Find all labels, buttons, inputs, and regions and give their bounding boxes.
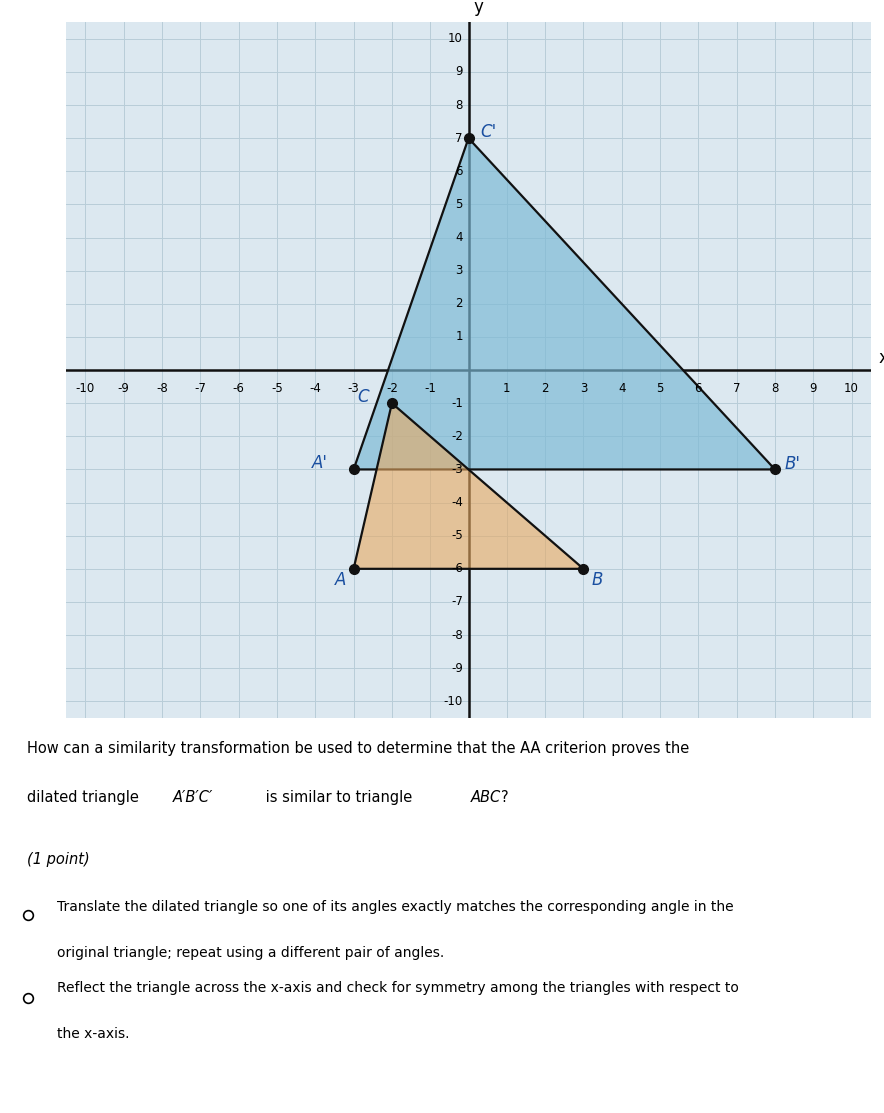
Text: original triangle; repeat using a different pair of angles.: original triangle; repeat using a differ…: [57, 946, 445, 961]
Text: 5: 5: [656, 382, 664, 395]
Text: -6: -6: [451, 562, 463, 575]
Text: -2: -2: [451, 430, 463, 443]
Text: 6: 6: [695, 382, 702, 395]
Polygon shape: [354, 403, 583, 569]
Text: -9: -9: [451, 662, 463, 674]
Text: Reflect the triangle across the x-axis and check for symmetry among the triangle: Reflect the triangle across the x-axis a…: [57, 981, 739, 995]
Text: 3: 3: [580, 382, 587, 395]
Text: -3: -3: [451, 463, 463, 476]
Text: 7: 7: [733, 382, 741, 395]
Text: -7: -7: [451, 595, 463, 609]
Text: -6: -6: [232, 382, 245, 395]
Text: -1: -1: [424, 382, 436, 395]
Text: C': C': [480, 122, 496, 140]
Text: 7: 7: [455, 131, 463, 145]
Text: -8: -8: [451, 629, 463, 641]
Text: 5: 5: [455, 198, 463, 211]
Text: A': A': [311, 454, 327, 472]
Text: 1: 1: [503, 382, 511, 395]
Text: 4: 4: [618, 382, 626, 395]
Text: Translate the dilated triangle so one of its angles exactly matches the correspo: Translate the dilated triangle so one of…: [57, 900, 734, 914]
Text: -9: -9: [118, 382, 130, 395]
Text: C: C: [357, 387, 369, 405]
Text: 2: 2: [455, 297, 463, 311]
Text: How can a similarity transformation be used to determine that the AA criterion p: How can a similarity transformation be u…: [27, 740, 689, 756]
Text: A′B′C′: A′B′C′: [172, 790, 213, 806]
Text: 8: 8: [771, 382, 779, 395]
Text: 10: 10: [448, 32, 463, 46]
Text: is similar to triangle: is similar to triangle: [261, 790, 416, 806]
Text: -4: -4: [451, 496, 463, 509]
Text: A: A: [334, 571, 346, 590]
Text: 2: 2: [541, 382, 549, 395]
Text: -7: -7: [194, 382, 206, 395]
Text: -4: -4: [309, 382, 321, 395]
Text: -10: -10: [76, 382, 95, 395]
Text: B: B: [591, 571, 603, 590]
Text: 1: 1: [455, 331, 463, 344]
Text: x: x: [879, 349, 884, 367]
Text: (1 point): (1 point): [27, 851, 89, 867]
Text: -2: -2: [386, 382, 398, 395]
Text: 8: 8: [455, 99, 463, 111]
Text: 4: 4: [455, 232, 463, 244]
Text: dilated triangle: dilated triangle: [27, 790, 143, 806]
Text: ?: ?: [501, 790, 509, 806]
Text: -10: -10: [444, 695, 463, 708]
Text: B': B': [785, 455, 801, 473]
Text: -5: -5: [271, 382, 283, 395]
Text: 6: 6: [455, 165, 463, 178]
Text: -8: -8: [156, 382, 168, 395]
Text: 3: 3: [455, 264, 463, 277]
Text: 9: 9: [810, 382, 817, 395]
Text: the x-axis.: the x-axis.: [57, 1026, 130, 1041]
Text: 10: 10: [844, 382, 859, 395]
Text: y: y: [473, 0, 483, 16]
Text: -1: -1: [451, 396, 463, 410]
Polygon shape: [354, 138, 775, 470]
Text: ABC: ABC: [471, 790, 501, 806]
Text: -3: -3: [347, 382, 360, 395]
Text: 9: 9: [455, 66, 463, 78]
Text: -5: -5: [451, 529, 463, 542]
